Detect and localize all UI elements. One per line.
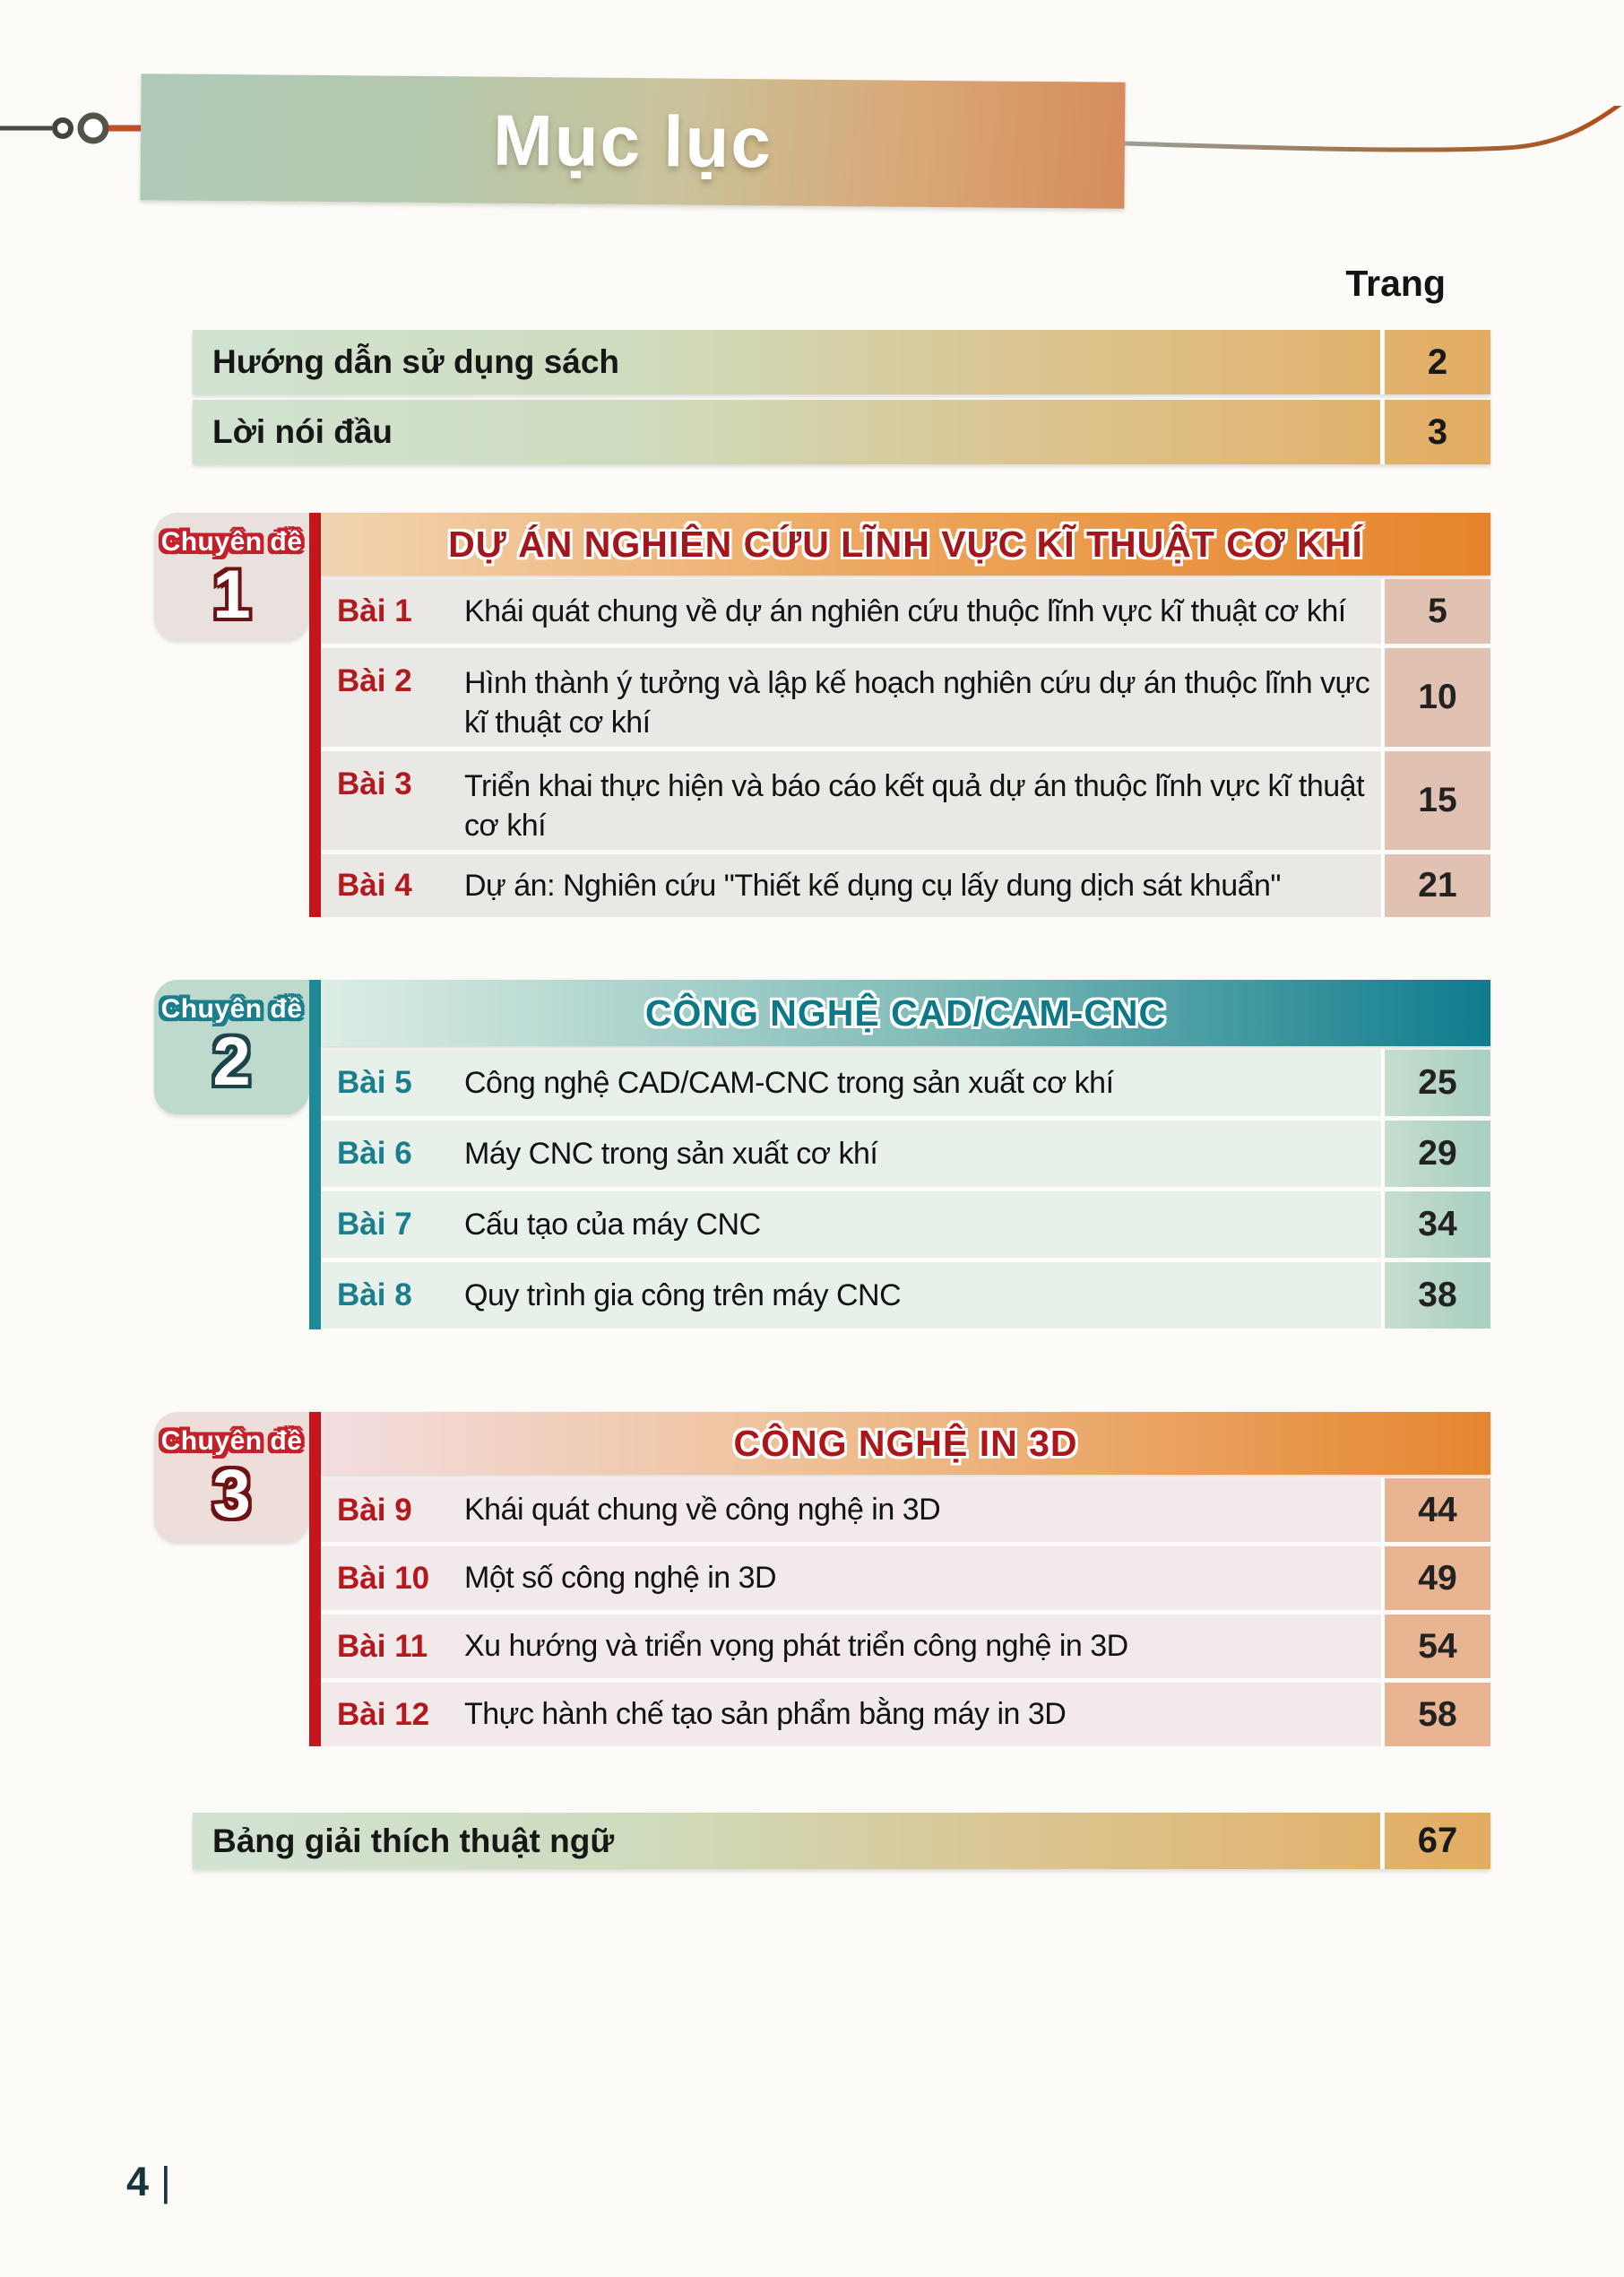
lesson-label: Bài 6 <box>337 1136 412 1171</box>
lesson-row-bai-6: Bài 6 Máy CNC trong sản xuất cơ khí 29 <box>321 1121 1490 1187</box>
lesson-title: Quy trình gia công trên máy CNC <box>464 1277 902 1312</box>
lesson-label: Bài 12 <box>337 1696 430 1732</box>
section-3-header: CÔNG NGHỆ IN 3D <box>321 1412 1490 1475</box>
footer-divider: | <box>160 2159 171 2204</box>
lesson-row-bai-4: Bài 4 Dự án: Nghiên cứu "Thiết kế dụng c… <box>321 854 1490 917</box>
lesson-row-bai-10: Bài 10 Một số công nghệ in 3D 49 <box>321 1546 1490 1610</box>
chuyen-de-label: Chuyên đề <box>160 994 303 1024</box>
lesson-row-bai-3: Bài 3 Triển khai thực hiện và báo cáo kế… <box>321 751 1490 850</box>
chuyen-de-2-tab: Chuyên đề 2 <box>154 980 309 1114</box>
lesson-page-number: 58 <box>1381 1683 1490 1746</box>
lesson-row-bai-8: Bài 8 Quy trình gia công trên máy CNC 38 <box>321 1262 1490 1329</box>
chuyen-de-label: Chuyên đề <box>160 1426 303 1456</box>
lesson-row-bai-1: Bài 1 Khái quát chung về dự án nghiên cứ… <box>321 579 1490 644</box>
lesson-page-number: 38 <box>1381 1262 1490 1329</box>
toc-row-huong-dan: Hướng dẫn sử dụng sách 2 <box>193 330 1490 394</box>
lesson-page-number: 29 <box>1381 1121 1490 1187</box>
lesson-page-number: 5 <box>1381 579 1490 644</box>
lesson-title: Cấu tạo của máy CNC <box>464 1207 761 1242</box>
toc-row-label: Hướng dẫn sử dụng sách <box>212 343 620 380</box>
chain-link-icon <box>0 112 142 144</box>
section-2-title: CÔNG NGHỆ CAD/CAM-CNC <box>644 991 1167 1034</box>
lesson-page-number: 34 <box>1381 1191 1490 1258</box>
lesson-title: Xu hướng và triển vọng phát triển công n… <box>464 1629 1128 1664</box>
lesson-page-number: 44 <box>1381 1478 1490 1542</box>
section-3-title: CÔNG NGHỆ IN 3D <box>733 1422 1078 1464</box>
section-3-accent-bar <box>309 1412 321 1746</box>
lesson-title: Dự án: Nghiên cứu "Thiết kế dụng cụ lấy … <box>464 868 1282 903</box>
page-column-header: Trang <box>1345 263 1446 304</box>
section-1-title: DỰ ÁN NGHIÊN CỨU LĨNH VỰC KĨ THUẬT CƠ KH… <box>448 523 1363 565</box>
page-title: Mục lục <box>492 100 773 182</box>
chuyen-de-number: 1 <box>212 557 251 633</box>
lesson-title: Triển khai thực hiện và báo cáo kết quả … <box>464 769 1365 844</box>
section-1-accent-bar <box>309 513 321 917</box>
lesson-page-number: 25 <box>1381 1050 1490 1116</box>
lesson-row-bai-7: Bài 7 Cấu tạo của máy CNC 34 <box>321 1191 1490 1258</box>
lesson-title: Khái quát chung về công nghệ in 3D <box>464 1493 941 1528</box>
lesson-page-number: 49 <box>1381 1546 1490 1610</box>
lesson-row-bai-12: Bài 12 Thực hành chế tạo sản phẩm bằng m… <box>321 1683 1490 1746</box>
title-banner: Mục lục <box>140 74 1126 209</box>
lesson-label: Bài 1 <box>337 593 412 628</box>
lesson-label: Bài 7 <box>337 1207 412 1242</box>
chuyen-de-number: 2 <box>212 1024 251 1100</box>
lesson-title: Một số công nghệ in 3D <box>464 1561 777 1596</box>
lesson-row-bai-2: Bài 2 Hình thành ý tưởng và lập kế hoạch… <box>321 648 1490 747</box>
lesson-row-bai-5: Bài 5 Công nghệ CAD/CAM-CNC trong sản xu… <box>321 1050 1490 1116</box>
toc-row-label: Bảng giải thích thuật ngữ <box>212 1822 615 1859</box>
footer-page-number: 4 | <box>126 2159 171 2205</box>
lesson-title: Máy CNC trong sản xuất cơ khí <box>464 1136 878 1171</box>
toc-row-page-number: 67 <box>1380 1813 1490 1869</box>
toc-row-label: Lời nói đầu <box>212 413 393 450</box>
toc-row-page-number: 2 <box>1380 330 1490 394</box>
lesson-label: Bài 2 <box>337 663 412 698</box>
lesson-label: Bài 10 <box>337 1560 430 1596</box>
lesson-label: Bài 3 <box>337 766 412 801</box>
toc-row-page-number: 3 <box>1380 400 1490 464</box>
toc-row-glossary: Bảng giải thích thuật ngữ 67 <box>193 1813 1490 1869</box>
toc-row-loi-noi-dau: Lời nói đầu 3 <box>193 400 1490 464</box>
lesson-page-number: 15 <box>1381 751 1490 850</box>
chuyen-de-3-tab: Chuyên đề 3 <box>154 1412 309 1542</box>
lesson-title: Thực hành chế tạo sản phẩm bằng máy in 3… <box>464 1697 1067 1732</box>
chuyen-de-label: Chuyên đề <box>160 527 303 557</box>
lesson-label: Bài 11 <box>337 1628 428 1664</box>
chuyen-de-1-tab: Chuyên đề 1 <box>154 513 309 640</box>
lesson-label: Bài 8 <box>337 1277 412 1312</box>
lesson-title: Công nghệ CAD/CAM-CNC trong sản xuất cơ … <box>464 1065 1114 1100</box>
section-1-header: DỰ ÁN NGHIÊN CỨU LĨNH VỰC KĨ THUẬT CƠ KH… <box>321 513 1490 576</box>
lesson-row-bai-11: Bài 11 Xu hướng và triển vọng phát triển… <box>321 1615 1490 1678</box>
lesson-page-number: 10 <box>1381 648 1490 747</box>
section-2-accent-bar <box>309 980 321 1329</box>
current-page-number: 4 <box>126 2159 150 2204</box>
lesson-page-number: 54 <box>1381 1615 1490 1678</box>
lesson-title: Khái quát chung về dự án nghiên cứu thuộ… <box>464 593 1346 628</box>
lesson-row-bai-9: Bài 9 Khái quát chung về công nghệ in 3D… <box>321 1478 1490 1542</box>
lesson-label: Bài 4 <box>337 868 412 903</box>
lesson-page-number: 21 <box>1381 854 1490 917</box>
lesson-title: Hình thành ý tưởng và lập kế hoạch nghiê… <box>464 666 1370 740</box>
chuyen-de-number: 3 <box>212 1456 251 1532</box>
lesson-label: Bài 5 <box>337 1065 412 1100</box>
section-2-header: CÔNG NGHỆ CAD/CAM-CNC <box>321 980 1490 1046</box>
lesson-label: Bài 9 <box>337 1492 412 1528</box>
divider-line <box>1125 106 1622 152</box>
